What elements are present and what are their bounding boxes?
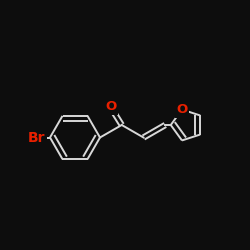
Text: O: O — [176, 103, 188, 116]
Text: Br: Br — [28, 130, 45, 144]
Text: O: O — [105, 100, 116, 114]
